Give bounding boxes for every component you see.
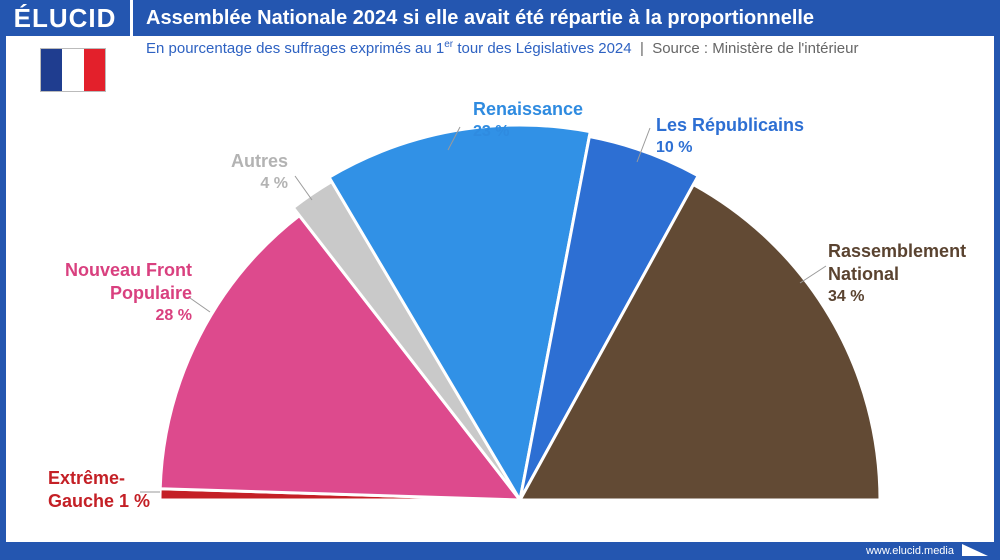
label-nfp-line2: Populaire <box>109 283 192 303</box>
label-rn-line2: National <box>828 264 900 284</box>
label-renaissance: Renaissance 23 % <box>473 98 583 142</box>
leader-line-3 <box>447 126 461 151</box>
label-rn-value: 34 % <box>828 288 865 305</box>
footer-arrow-icon <box>962 544 988 556</box>
chart-slices <box>158 123 882 505</box>
label-les-republicains: Les Républicains 10 % <box>656 114 804 158</box>
label-autres-value: 4 % <box>260 175 288 192</box>
subtitle-superscript: er <box>444 39 454 50</box>
label-extreme-gauche-line2: Gauche 1 % <box>48 491 151 511</box>
label-rn-line1: Rassemblement <box>828 241 967 261</box>
label-extreme-gauche: Extrême- Gauche 1 % <box>48 467 150 513</box>
subtitle-text: En pourcentage des suffrages exprimés au… <box>146 40 445 57</box>
leader-line-4 <box>636 127 651 163</box>
footer-url[interactable]: www.elucid.media <box>865 545 954 557</box>
flag-blue-stripe <box>41 49 63 91</box>
source-note: Source : Ministère de l'intérieur <box>652 40 859 57</box>
label-lr-name: Les Républicains <box>656 115 805 135</box>
slice-nouveau-front-populaire <box>158 213 524 502</box>
chart-leader-lines <box>140 126 827 493</box>
flag-white-stripe <box>62 49 84 91</box>
chart-title: Assemblée Nationale 2024 si elle avait é… <box>146 6 815 29</box>
label-renaissance-name: Renaissance <box>473 99 584 119</box>
chart-subtitle: En pourcentage des suffrages exprimés au… <box>146 39 859 57</box>
subtitle-separator: | <box>639 40 644 57</box>
label-lr-value: 10 % <box>656 139 693 156</box>
france-flag-icon <box>40 48 106 92</box>
leader-line-2 <box>294 175 313 201</box>
leader-line-1 <box>189 297 211 313</box>
footer-bar: www.elucid.media <box>0 542 1000 560</box>
elucid-logo[interactable]: ÉLUCID <box>0 0 133 36</box>
label-renaissance-value: 23 % <box>473 123 510 140</box>
slice-rassemblement-national <box>517 182 882 502</box>
label-autres-name: Autres <box>230 151 288 171</box>
leader-line-5 <box>799 265 827 284</box>
subtitle-text-end: tour des Législatives 2024 <box>453 40 632 57</box>
slice-renaissance <box>327 123 593 505</box>
label-nouveau-front-populaire: Nouveau Front Populaire 28 % <box>52 259 192 326</box>
flag-red-stripe <box>83 49 105 91</box>
slice-les-r-publicains <box>518 134 701 501</box>
label-nfp-value: 28 % <box>155 307 192 324</box>
label-extreme-gauche-line1: Extrême- <box>48 468 126 488</box>
header-bar: ÉLUCID Assemblée Nationale 2024 si elle … <box>0 0 1000 36</box>
label-rassemblement-national: Rassemblement National 34 % <box>828 240 966 307</box>
label-autres: Autres 4 % <box>226 150 288 194</box>
label-nfp-line1: Nouveau Front <box>64 260 192 280</box>
